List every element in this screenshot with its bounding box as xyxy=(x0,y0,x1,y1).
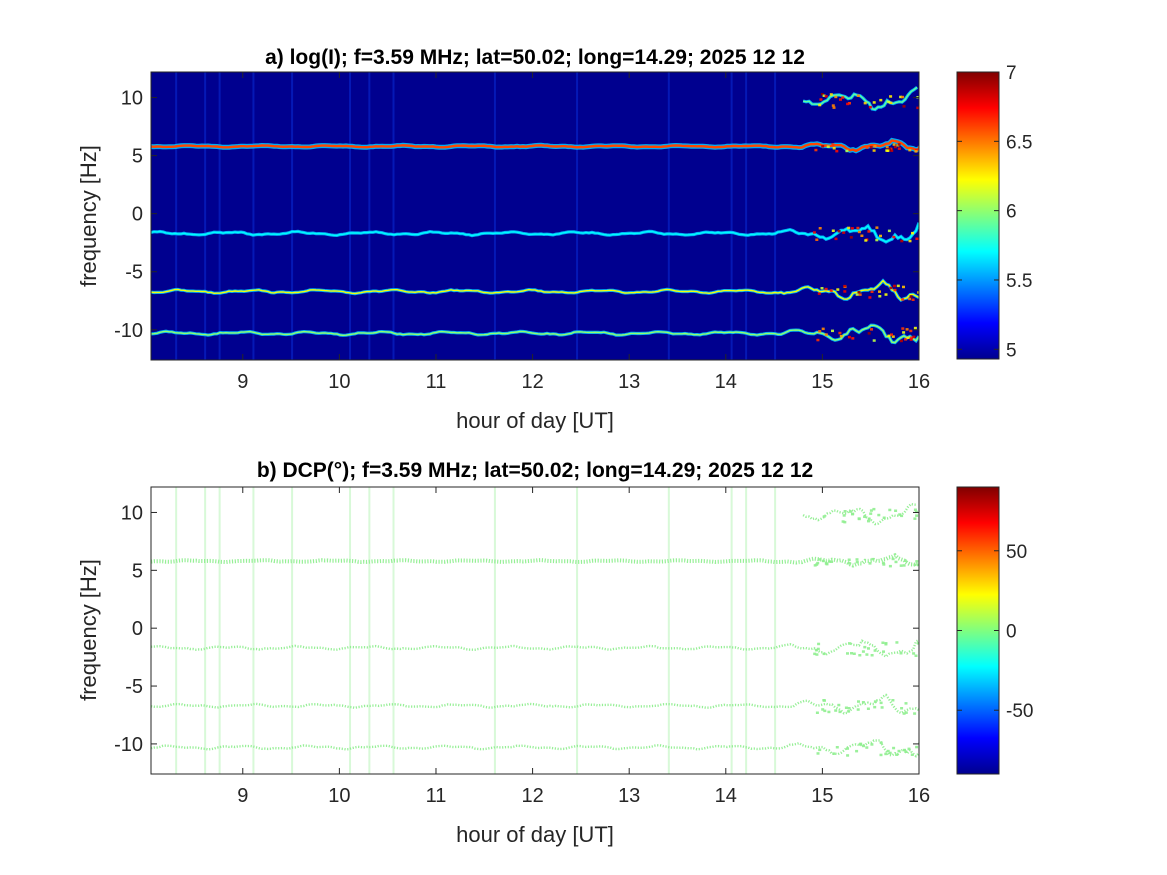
x-tick-label: 16 xyxy=(908,371,930,393)
panel-b-plot-area xyxy=(151,487,919,774)
x-tick-label: 11 xyxy=(426,371,447,393)
y-tick-label: 5 xyxy=(132,560,143,582)
x-tick-label: 14 xyxy=(715,785,737,807)
trace-line xyxy=(151,137,919,154)
panel-b-frame xyxy=(150,486,920,775)
panel-a-x-ticks: 9 10 11 12 13 14 15 16 xyxy=(237,72,930,393)
noise-streak xyxy=(291,72,294,360)
noise-streak xyxy=(774,72,777,360)
noise-streak xyxy=(667,487,670,774)
x-tick-label: 12 xyxy=(521,785,543,807)
noise-streak xyxy=(392,72,395,360)
x-tick-label: 10 xyxy=(328,785,350,807)
panel-a: a) log(I); f=3.59 MHz; lat=50.02; long=1… xyxy=(76,46,1032,433)
x-tick-label: 9 xyxy=(237,785,248,807)
trace-line xyxy=(802,502,919,526)
x-tick-label: 16 xyxy=(908,785,930,807)
noise-streak xyxy=(349,72,352,360)
noise-streak xyxy=(745,487,748,774)
panel-a-colorbar-ticks: 7 6.5 6 5.5 5 xyxy=(957,63,1032,361)
trace-line xyxy=(151,323,919,345)
panel-a-colorbar xyxy=(956,71,1000,360)
panel-a-y-axis-label: frequency [Hz] xyxy=(76,145,101,287)
panel-b-title: b) DCP(°); f=3.59 MHz; lat=50.02; long=1… xyxy=(257,459,813,482)
x-tick-label: 13 xyxy=(618,371,640,393)
panel-a-frame xyxy=(150,71,920,361)
noise-streak xyxy=(368,72,371,360)
panel-b-y-axis-label: frequency [Hz] xyxy=(76,559,101,701)
x-tick-label: 11 xyxy=(426,785,447,807)
y-tick-label: -5 xyxy=(125,676,143,698)
panel-a-x-axis-label: hour of day [UT] xyxy=(456,408,614,433)
y-tick-label: -10 xyxy=(114,734,143,756)
noise-streak xyxy=(493,487,496,774)
noise-streak xyxy=(576,72,579,360)
trace-line xyxy=(151,222,919,244)
noise-streak xyxy=(349,487,352,774)
colorbar-tick-label: 7 xyxy=(1006,63,1017,84)
noise-streak xyxy=(730,487,733,774)
noise-streak xyxy=(252,72,255,360)
trace-line xyxy=(151,638,919,659)
panel-b-x-axis-label: hour of day [UT] xyxy=(456,822,614,847)
colorbar-tick-label: 6 xyxy=(1006,202,1017,223)
panel-a-y-ticks: 10 5 0 -5 -10 xyxy=(114,88,919,342)
trace-line xyxy=(151,552,919,568)
x-tick-label: 15 xyxy=(811,785,833,807)
colorbar-tick-label: 5.5 xyxy=(1006,271,1032,292)
y-tick-label: 0 xyxy=(132,204,143,226)
x-tick-label: 14 xyxy=(715,371,737,393)
x-tick-label: 12 xyxy=(521,371,543,393)
panel-b: b) DCP(°); f=3.59 MHz; lat=50.02; long=1… xyxy=(76,459,1033,847)
panel-b-y-ticks: 10 5 0 -5 -10 xyxy=(114,502,919,756)
colorbar-tick-label: -50 xyxy=(1006,701,1033,722)
y-tick-label: 0 xyxy=(132,618,143,640)
noise-streak xyxy=(175,72,178,360)
noise-streak xyxy=(218,487,221,774)
panel-a-plot-area xyxy=(151,72,919,360)
noise-streak xyxy=(576,487,579,774)
noise-streak xyxy=(218,72,221,360)
x-tick-label: 9 xyxy=(237,371,248,393)
panel-b-colorbar-ticks: 50 0 -50 xyxy=(957,542,1033,722)
noise-streak xyxy=(175,487,178,774)
trace-line xyxy=(151,739,919,758)
panel-b-colorbar xyxy=(956,486,1000,775)
trace-line xyxy=(151,693,919,715)
noise-streak xyxy=(392,487,395,774)
y-tick-label: -5 xyxy=(125,262,143,284)
colorbar-tick-label: 6.5 xyxy=(1006,132,1032,153)
noise-streak xyxy=(493,72,496,360)
trace-line xyxy=(802,86,919,112)
noise-streak xyxy=(368,487,371,774)
panel-a-marks xyxy=(151,72,919,360)
x-tick-label: 13 xyxy=(618,785,640,807)
y-tick-label: -10 xyxy=(114,320,143,342)
trace-line xyxy=(151,278,919,303)
y-tick-label: 10 xyxy=(121,502,143,524)
noise-streak xyxy=(774,487,777,774)
noise-streak xyxy=(745,72,748,360)
y-tick-label: 10 xyxy=(121,88,143,110)
panel-b-marks xyxy=(151,487,919,774)
panel-a-title: a) log(I); f=3.59 MHz; lat=50.02; long=1… xyxy=(265,46,805,69)
noise-streak xyxy=(730,72,733,360)
noise-streak xyxy=(252,487,255,774)
x-tick-label: 15 xyxy=(811,371,833,393)
colorbar-tick-label: 0 xyxy=(1006,622,1017,643)
colorbar-tick-label: 5 xyxy=(1006,340,1017,361)
panel-b-x-ticks: 9 10 11 12 13 14 15 16 xyxy=(237,487,930,807)
colorbar-tick-label: 50 xyxy=(1006,542,1027,563)
x-tick-label: 10 xyxy=(328,371,350,393)
noise-streak xyxy=(204,72,207,360)
y-tick-label: 5 xyxy=(132,146,143,168)
noise-streak xyxy=(204,487,207,774)
noise-streak xyxy=(291,487,294,774)
noise-streak xyxy=(667,72,670,360)
